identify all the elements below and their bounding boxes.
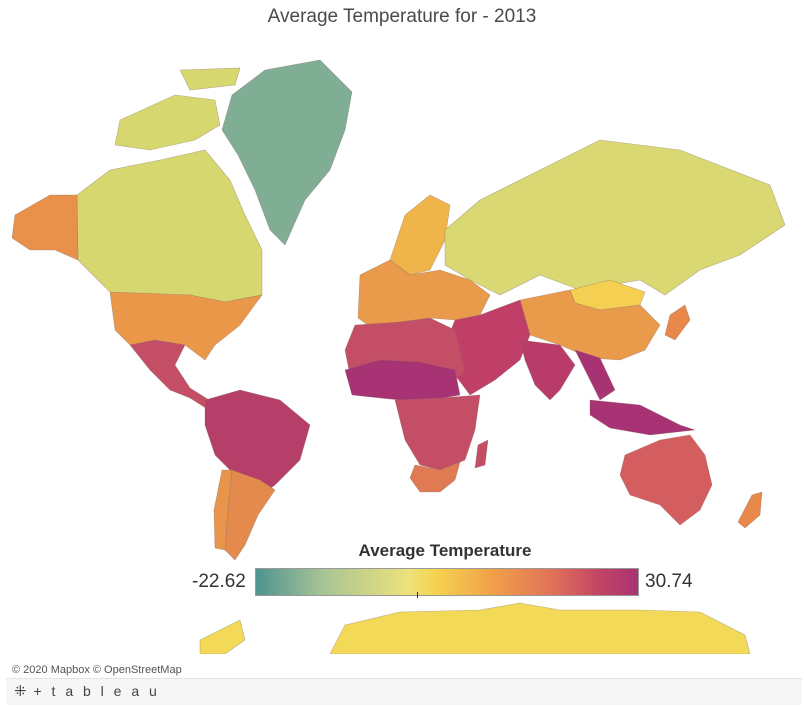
- region-alaska[interactable]: [11, 194, 79, 261]
- region-new-zealand[interactable]: [737, 491, 763, 529]
- osm-attribution-link[interactable]: © OpenStreetMap: [92, 664, 182, 676]
- region-canada[interactable]: [76, 149, 263, 303]
- region-south-america[interactable]: [204, 389, 311, 501]
- tableau-wordmark: + t a b l e a u: [33, 683, 160, 699]
- legend-min-label: -22.62: [192, 571, 246, 592]
- region-central-africa[interactable]: [394, 394, 481, 471]
- region-australia[interactable]: [619, 434, 713, 526]
- world-map[interactable]: [0, 34, 804, 654]
- region-sahel[interactable]: [344, 359, 461, 403]
- mapbox-attribution-link[interactable]: © 2020 Mapbox: [12, 664, 90, 676]
- legend-title: Average Temperature: [358, 541, 532, 560]
- tableau-plus-icon: ⁜: [14, 683, 27, 700]
- region-greenland[interactable]: [221, 59, 353, 246]
- page-title: Average Temperature for - 2013: [267, 6, 537, 27]
- legend-color-bar: [255, 568, 639, 596]
- region-antarctica[interactable]: [199, 602, 751, 654]
- tableau-toolbar: [6, 678, 802, 705]
- legend-midpoint-tick: [417, 592, 418, 598]
- region-india[interactable]: [519, 339, 576, 401]
- region-japan[interactable]: [664, 304, 691, 341]
- region-south-africa[interactable]: [409, 461, 461, 493]
- tableau-logo[interactable]: ⁜ + t a b l e a u: [14, 682, 160, 700]
- legend-max-label: 30.74: [645, 571, 693, 592]
- region-madagascar[interactable]: [474, 439, 489, 469]
- region-china[interactable]: [519, 289, 661, 361]
- region-scandinavia[interactable]: [389, 194, 451, 276]
- region-canada-islands[interactable]: [114, 67, 241, 151]
- region-usa[interactable]: [109, 291, 263, 361]
- map-attribution: © 2020 Mapbox © OpenStreetMap: [12, 664, 182, 676]
- region-chile[interactable]: [213, 469, 233, 551]
- region-russia[interactable]: [444, 139, 786, 296]
- region-southeast-asia[interactable]: [574, 349, 696, 436]
